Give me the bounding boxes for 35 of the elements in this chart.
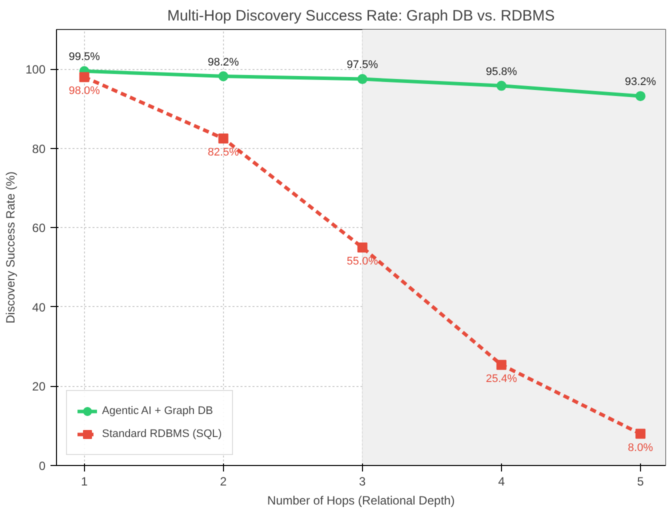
point (357, 74, 368, 84)
y-tick-label: 40 (32, 300, 46, 314)
legend-label: Standard RDBMS (SQL) (102, 428, 222, 440)
data-label: 25.4% (486, 372, 518, 385)
data-label: 8.0% (628, 442, 654, 454)
x-tick-label: 5 (637, 474, 644, 488)
point (79, 72, 90, 82)
point (496, 80, 506, 91)
x-tick-label: 1 (80, 474, 88, 488)
x-axis-title: Number of Hops (Relational Depth) (267, 494, 455, 508)
x-tick-label: 2 (220, 474, 228, 488)
x-tick-label: 3 (359, 474, 366, 488)
data-label: 99.5% (68, 51, 100, 64)
point (357, 242, 368, 252)
y-tick-label: 80 (32, 142, 46, 156)
y-tick-label: 20 (32, 380, 46, 394)
legend-label: Agentic AI + Graph DB (102, 405, 213, 417)
point (635, 428, 646, 439)
y-tick-label: 100 (25, 62, 46, 77)
y-tick-label: 0 (38, 459, 46, 473)
chart-title: Multi-Hop Discovery Success Rate: Graph DB vs. RDBMS (167, 8, 555, 24)
y-axis-title: Discovery Success Rate (%) (3, 171, 18, 324)
x-tick-label: 4 (498, 474, 506, 488)
point (496, 360, 506, 370)
data-label: 98.0% (68, 85, 100, 98)
data-label: 55.0% (346, 256, 378, 268)
data-label: 97.5% (346, 59, 378, 72)
point (218, 134, 228, 144)
data-label: 93.2% (624, 76, 656, 88)
y-tick-label: 60 (32, 221, 46, 236)
data-label: 82.5% (208, 146, 240, 158)
point (218, 71, 228, 82)
data-label: 95.8% (486, 66, 518, 78)
data-label: 98.2% (208, 56, 240, 68)
point (635, 91, 646, 102)
